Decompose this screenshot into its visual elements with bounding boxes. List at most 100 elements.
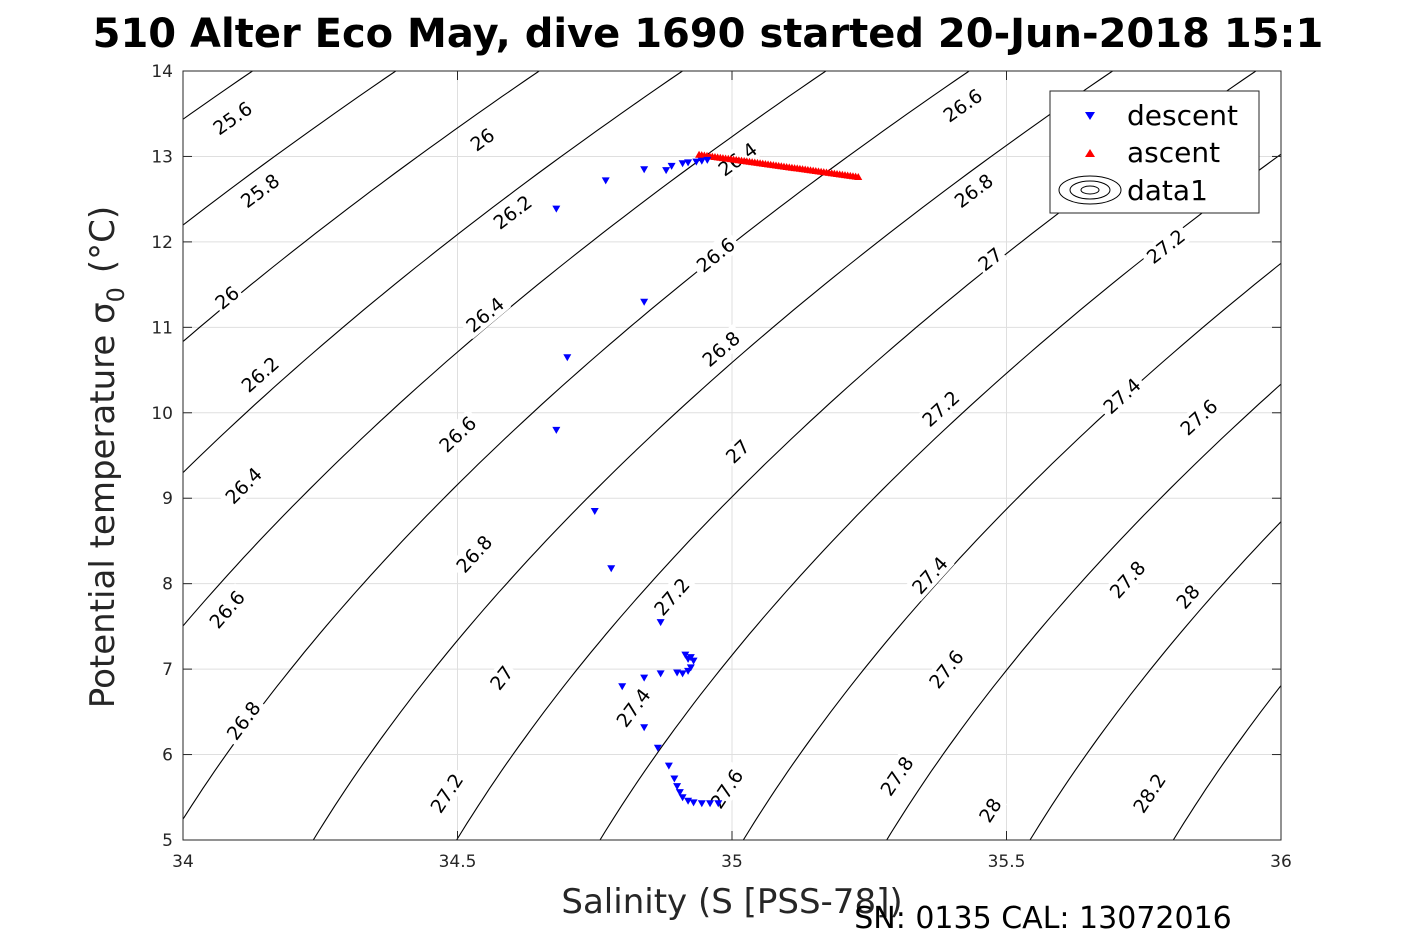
y-tick-label: 10 [151, 404, 173, 424]
contour-label-background [1170, 578, 1206, 615]
descent-point [675, 789, 684, 797]
isopycnal-28 [1172, 684, 1281, 840]
isopycnal-26.4 [183, 71, 827, 627]
descent-point [684, 159, 693, 167]
contour-label-background [485, 188, 539, 236]
descent-series [552, 156, 723, 808]
descent-point [670, 775, 679, 783]
contour-label-background [947, 166, 1001, 215]
descent-point [563, 354, 572, 362]
descent-point [673, 669, 682, 677]
contour-label-background [202, 583, 252, 636]
y-tick-label: 14 [151, 62, 173, 82]
contour-label-background [914, 383, 967, 434]
isopycnal-27.6 [886, 383, 1281, 840]
y-axis-label-main: Potential temperature σ [83, 302, 123, 708]
descent-point [640, 724, 649, 732]
descent-point [678, 160, 687, 168]
contour-label-background [1139, 222, 1193, 271]
contour-label-background [484, 659, 519, 696]
isopycnal-27.4 [742, 262, 1281, 840]
contour-label-background [233, 166, 287, 215]
chart-title: 510 Alter Eco May, dive 1690 started 20-… [93, 11, 1324, 57]
contour-label-background [921, 642, 971, 696]
descent-point [601, 177, 610, 185]
descent-point [590, 508, 599, 516]
contour-label-background [935, 81, 990, 129]
contour-label-background [1126, 766, 1173, 820]
descent-point [681, 651, 690, 659]
legend-ascent-label: ascent [1127, 136, 1220, 169]
contour-label-background [973, 792, 1007, 828]
serial-calibration-footer: SN: 0135 CAL: 13072016 [854, 901, 1232, 936]
contour-label-background [873, 749, 920, 803]
legend-data1-label: data1 [1127, 174, 1208, 207]
descent-point [689, 657, 698, 665]
descent-point [684, 667, 693, 675]
legend-ascent-marker [1085, 149, 1095, 157]
contour-label-background [703, 761, 750, 816]
axis-ticks: 34 34.5 35 35.5 36 5 6 7 8 9 10 11 12 13 14 [151, 62, 1291, 872]
ascent-series [695, 150, 863, 180]
descent-point [640, 166, 649, 174]
y-axis-label-subscript: 0 [102, 287, 130, 302]
contour-label-background [1095, 370, 1148, 421]
legend-contour-icon [1058, 175, 1122, 205]
contour-label-background [423, 766, 470, 820]
descent-point [678, 670, 687, 678]
y-tick-label: 5 [162, 831, 173, 851]
descent-point [673, 783, 682, 791]
descent-point [697, 800, 706, 808]
contour-label-background [464, 122, 500, 157]
contour-label-background [694, 324, 748, 374]
ascent-point [854, 172, 863, 180]
contour-label-background [972, 241, 1008, 277]
contour-label-background [458, 290, 512, 339]
contour-label-background [689, 230, 742, 279]
contour-label-background [1172, 392, 1225, 443]
isopycnal-26.8 [312, 71, 1114, 840]
descent-point [714, 800, 723, 808]
descent-point [656, 670, 665, 678]
contour-label-background [609, 681, 658, 735]
contour-label-background [448, 527, 500, 580]
x-tick-label: 36 [1270, 852, 1292, 872]
contour-label-background [904, 549, 955, 602]
legend-box [1049, 90, 1260, 214]
y-axis-label: Potential temperature σ0 (°C) [83, 206, 130, 708]
contour-label-background [205, 94, 260, 142]
descent-point [656, 619, 665, 627]
svg-text:Potential temperature σ0(°C): Potential temperature σ0 (°C) [83, 206, 130, 708]
contour-label-background [217, 459, 269, 511]
x-tick-label: 34.5 [439, 852, 477, 872]
isopycnal-27.8 [1029, 520, 1281, 840]
isopycnal-25.8 [183, 71, 397, 226]
descent-point [640, 298, 649, 306]
contour-label-background [719, 433, 756, 469]
y-tick-label: 13 [151, 147, 173, 167]
x-tick-label: 35 [721, 852, 743, 872]
descent-point [706, 800, 715, 808]
isopycnal-26 [183, 71, 541, 343]
x-tick-label: 34 [172, 852, 194, 872]
legend-descent-label: descent [1127, 99, 1238, 132]
contour-label-background [219, 693, 268, 748]
descent-point [678, 794, 687, 802]
contour-label-background [209, 280, 245, 315]
descent-point [697, 157, 706, 165]
y-tick-label: 9 [162, 489, 173, 509]
descent-point [607, 565, 616, 573]
descent-point [640, 674, 649, 682]
x-tick-label: 35.5 [988, 852, 1026, 872]
y-axis-label-unit: (°C) [83, 206, 123, 273]
contour-label-background [233, 349, 286, 400]
y-tick-label: 8 [162, 575, 173, 595]
legend-descent-marker [1085, 112, 1095, 120]
contour-label-background [431, 408, 484, 460]
descent-point [618, 683, 627, 691]
y-tick-label: 7 [162, 660, 173, 680]
descent-point [689, 799, 698, 807]
descent-point [703, 156, 712, 164]
y-tick-label: 6 [162, 746, 173, 766]
descent-point [662, 167, 671, 175]
